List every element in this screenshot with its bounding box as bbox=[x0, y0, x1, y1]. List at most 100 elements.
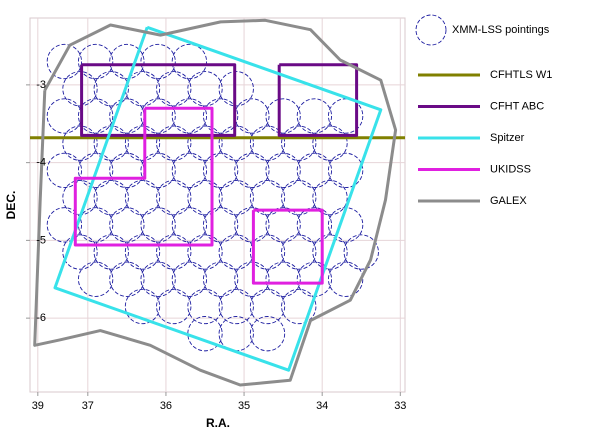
pointing bbox=[265, 207, 301, 243]
legend-label: GALEX bbox=[490, 195, 527, 207]
pointing bbox=[77, 152, 114, 189]
pointing bbox=[124, 71, 161, 107]
pointing bbox=[296, 207, 333, 243]
pointing bbox=[156, 179, 192, 216]
y-tick-label: -6 bbox=[36, 312, 46, 324]
pointing bbox=[109, 261, 145, 297]
pointing bbox=[187, 316, 223, 352]
pointing bbox=[296, 152, 333, 189]
pointing bbox=[265, 152, 301, 189]
marks bbox=[30, 18, 405, 387]
pointing bbox=[62, 125, 98, 161]
pointing bbox=[124, 179, 161, 216]
pointing bbox=[281, 179, 317, 216]
pointing bbox=[187, 71, 223, 107]
pointing bbox=[46, 207, 83, 243]
pointing bbox=[62, 71, 98, 107]
pointing bbox=[343, 234, 379, 270]
pointing bbox=[77, 261, 114, 297]
pointing bbox=[171, 261, 208, 297]
pointing bbox=[218, 179, 254, 216]
pointing bbox=[234, 98, 270, 134]
pointing bbox=[93, 71, 129, 107]
pointing bbox=[140, 207, 176, 243]
pointing bbox=[249, 288, 286, 325]
pointing bbox=[265, 261, 301, 297]
pointing bbox=[281, 234, 317, 270]
pointing bbox=[202, 152, 239, 189]
y-tick-label: -5 bbox=[36, 234, 46, 246]
pointing bbox=[109, 43, 145, 80]
pointing bbox=[187, 179, 223, 216]
pointing bbox=[187, 288, 223, 325]
pointing bbox=[140, 261, 176, 297]
pointing bbox=[327, 152, 364, 189]
pointing bbox=[312, 179, 348, 216]
pointing bbox=[202, 98, 239, 134]
pointing bbox=[156, 234, 192, 270]
legend: XMM-LSS pointings CFHTLS W1 CFHT ABC Spitze… bbox=[415, 14, 552, 207]
pointing bbox=[140, 98, 176, 134]
x-tick-label: 36 bbox=[160, 400, 172, 412]
outline bbox=[33, 18, 398, 387]
pointing bbox=[187, 234, 223, 270]
x-axis-title: R.A. bbox=[206, 416, 230, 430]
pointing bbox=[77, 207, 114, 243]
x-tick-label: 39 bbox=[32, 400, 44, 412]
pointing bbox=[93, 179, 129, 216]
pointing bbox=[187, 125, 223, 161]
axes: 39 37 36 35 34 33 -3 -4 -5 -6 bbox=[26, 79, 406, 412]
legend-label: UKIDSS bbox=[490, 163, 531, 175]
x-tick-label: 33 bbox=[394, 400, 406, 412]
pointing bbox=[140, 43, 176, 80]
legend-label: XMM-LSS pointings bbox=[452, 24, 550, 36]
pointing bbox=[249, 316, 286, 352]
outline bbox=[53, 25, 383, 372]
pointing bbox=[156, 288, 192, 325]
x-tick-label: 37 bbox=[82, 400, 94, 412]
pointing bbox=[171, 152, 208, 189]
pointing bbox=[327, 261, 364, 297]
pointing bbox=[77, 98, 114, 134]
pointing bbox=[234, 207, 270, 243]
pointing bbox=[218, 71, 254, 107]
pointing bbox=[171, 98, 208, 134]
pointing bbox=[218, 288, 254, 325]
pointing bbox=[93, 234, 129, 270]
pointing bbox=[202, 261, 239, 297]
x-tick-label: 35 bbox=[238, 400, 250, 412]
pointing bbox=[109, 207, 145, 243]
pointing bbox=[124, 288, 161, 325]
pointing bbox=[234, 261, 270, 297]
grid bbox=[30, 18, 405, 392]
pointing bbox=[156, 125, 192, 161]
pointing bbox=[312, 234, 348, 270]
pointing bbox=[296, 98, 333, 134]
legend-label: Spitzer bbox=[490, 132, 525, 144]
pointing bbox=[249, 234, 286, 270]
pointing bbox=[218, 125, 254, 161]
pointing bbox=[249, 125, 286, 161]
pointing bbox=[234, 152, 270, 189]
legend-label: CFHT ABC bbox=[490, 100, 544, 112]
pointing bbox=[281, 125, 317, 161]
pointing bbox=[171, 207, 208, 243]
y-axis-title: DEC. bbox=[4, 191, 18, 220]
pointing bbox=[140, 152, 176, 189]
pointing bbox=[265, 98, 301, 134]
pointing bbox=[281, 288, 317, 325]
pointing bbox=[171, 43, 208, 80]
pointing bbox=[156, 71, 192, 107]
outline bbox=[73, 106, 324, 285]
pointing bbox=[46, 152, 83, 189]
legend-swatch bbox=[415, 14, 447, 46]
pointing bbox=[46, 43, 83, 80]
pointing bbox=[202, 207, 239, 243]
y-tick-label: -3 bbox=[36, 79, 46, 91]
pointing bbox=[312, 125, 348, 161]
outline bbox=[80, 63, 359, 137]
plot-area bbox=[29, 17, 406, 393]
pointing bbox=[249, 179, 286, 216]
